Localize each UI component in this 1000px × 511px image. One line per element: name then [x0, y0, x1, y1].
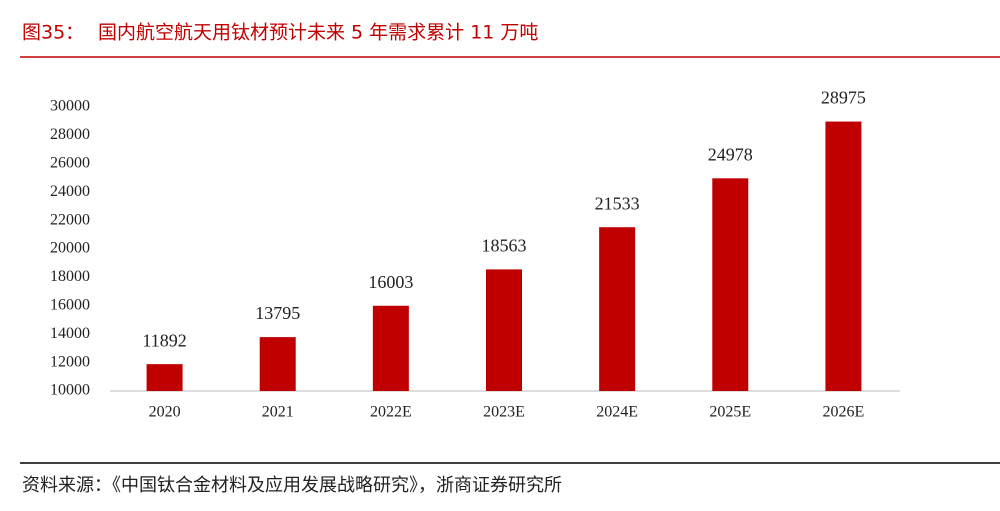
y-tick-label: 24000: [50, 183, 90, 200]
value-label: 28975: [821, 88, 866, 108]
y-tick-label: 12000: [50, 353, 90, 370]
value-label: 11892: [142, 330, 186, 350]
x-tick-label: 2024E: [596, 404, 638, 421]
y-tick-label: 10000: [50, 382, 90, 399]
value-label: 16003: [368, 272, 413, 292]
bar: [146, 364, 183, 391]
y-tick-label: 22000: [50, 211, 90, 228]
bar: [712, 178, 749, 391]
bar: [599, 227, 636, 391]
x-tick-label: 2022E: [370, 404, 412, 421]
x-tick-label: 2020: [149, 404, 181, 421]
bar: [259, 337, 296, 391]
bar: [825, 121, 862, 392]
chart-title: 国内航空航天用钛材预计未来 5 年需求累计 11 万吨: [98, 22, 538, 44]
value-label: 24978: [708, 144, 753, 164]
source-note: 资料来源：《中国钛合金材料及应用发展战略研究》，浙商证券研究所: [22, 475, 562, 496]
x-tick-label: 2023E: [483, 404, 525, 421]
y-tick-label: 26000: [50, 154, 90, 171]
y-tick-label: 30000: [50, 98, 90, 115]
x-tick-label: 2025E: [709, 404, 751, 421]
y-tick-label: 28000: [50, 126, 90, 143]
y-tick-label: 16000: [50, 296, 90, 313]
y-tick-label: 20000: [50, 240, 90, 257]
bar: [486, 269, 522, 391]
value-label: 18563: [482, 236, 527, 256]
value-label: 13795: [255, 303, 300, 323]
figure-label: 图35：: [22, 22, 84, 44]
bar: [372, 305, 409, 391]
y-tick-label: 14000: [50, 325, 90, 342]
y-tick-label: 18000: [50, 268, 90, 285]
value-label: 21533: [595, 193, 640, 213]
x-tick-label: 2026E: [823, 404, 865, 421]
x-tick-label: 2021: [262, 404, 294, 421]
